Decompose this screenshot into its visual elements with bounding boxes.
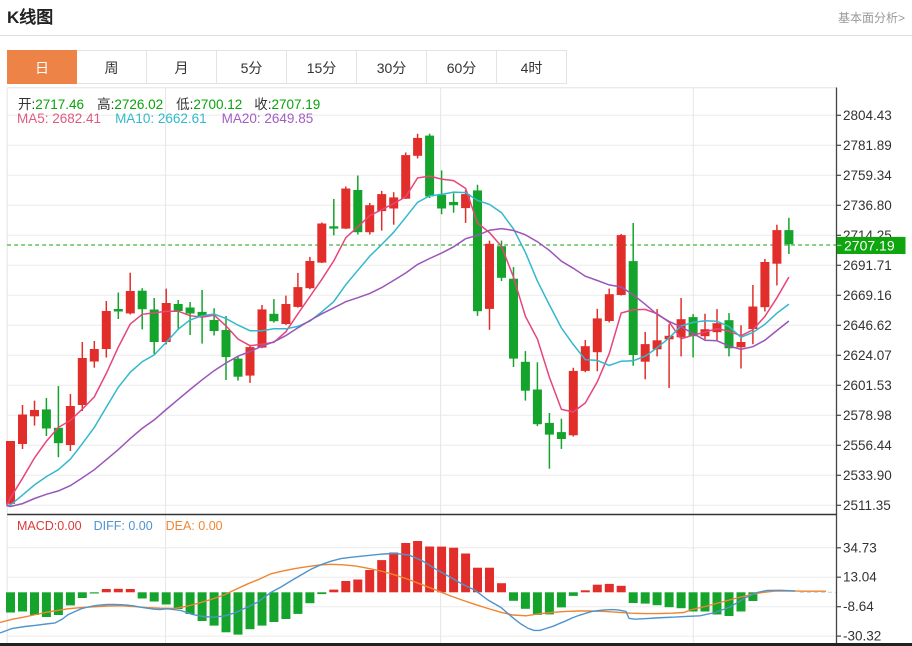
svg-text:2533.90: 2533.90 [843,468,892,483]
svg-text:2691.71: 2691.71 [843,258,892,273]
svg-text:2624.07: 2624.07 [843,348,892,363]
svg-text:2736.80: 2736.80 [843,198,892,213]
svg-text:2646.62: 2646.62 [843,318,892,333]
svg-text:2759.34: 2759.34 [843,168,892,183]
svg-text:2578.98: 2578.98 [843,408,892,423]
svg-text:2781.89: 2781.89 [843,138,892,153]
svg-text:2707.19: 2707.19 [844,238,895,254]
svg-text:2804.43: 2804.43 [843,108,892,123]
svg-text:2669.16: 2669.16 [843,288,892,303]
svg-text:2511.35: 2511.35 [843,498,891,513]
svg-text:-8.64: -8.64 [843,599,874,614]
svg-text:2556.44: 2556.44 [843,438,892,453]
svg-text:34.73: 34.73 [843,540,877,555]
svg-text:13.04: 13.04 [843,570,877,585]
svg-text:-30.32: -30.32 [843,629,881,644]
svg-text:2601.53: 2601.53 [843,378,892,393]
